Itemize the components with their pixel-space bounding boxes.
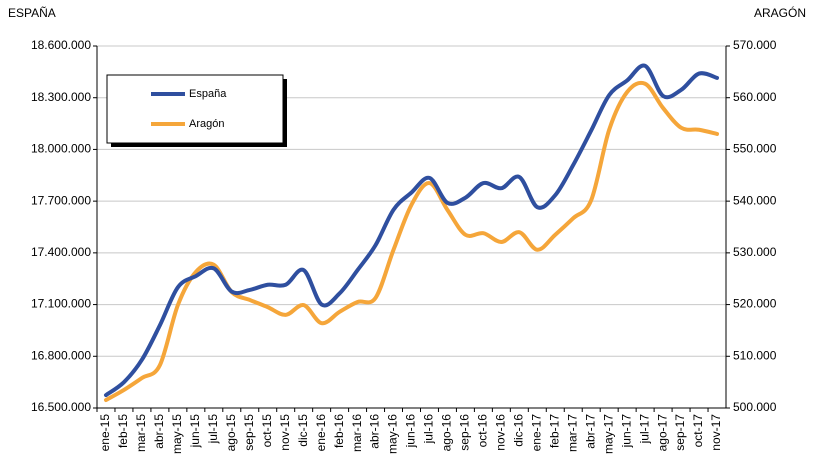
x-tick-label: ago-17 [655, 414, 669, 452]
x-tick-label: ago-15 [224, 414, 238, 452]
y2-tick-label: 530.000 [733, 245, 777, 259]
x-tick-label: mar-15 [134, 414, 148, 452]
y2-tick-label: 540.000 [733, 193, 777, 207]
y-tick-label: 16.500.000 [31, 400, 91, 414]
series-line [103, 63, 720, 398]
x-tick-label: dic-16 [512, 414, 526, 447]
x-tick-label: oct-15 [260, 414, 274, 448]
x-tick-label: oct-16 [476, 414, 490, 448]
x-tick-label: may-16 [386, 414, 400, 454]
y2-tick-label: 520.000 [733, 297, 777, 311]
series-line [103, 80, 720, 402]
x-tick-label: ene-16 [314, 414, 328, 452]
x-tick-label: abr-17 [583, 414, 597, 449]
y2-tick-label: 560.000 [733, 90, 777, 104]
y2-tick-label: 500.000 [733, 400, 777, 414]
y-tick-label: 18.600.000 [31, 38, 91, 52]
y-tick-label: 17.400.000 [31, 245, 91, 259]
x-tick-label: jun-15 [188, 414, 202, 449]
x-tick-label: ago-16 [440, 414, 454, 452]
legend-label: Aragón [189, 118, 224, 130]
y2-tick-label: 570.000 [733, 38, 777, 52]
x-tick-label: jul-15 [206, 414, 220, 445]
x-tick-label: jul-16 [422, 414, 436, 445]
x-tick-label: sep-15 [242, 414, 256, 451]
x-tick-label: sep-17 [673, 414, 687, 451]
x-tick-label: dic-15 [296, 414, 310, 447]
x-tick-label: jun-16 [404, 414, 418, 449]
x-tick-label: sep-16 [458, 414, 472, 451]
x-tick-label: oct-17 [691, 414, 705, 448]
legend [106, 74, 284, 144]
x-tick-label: may-15 [170, 414, 184, 454]
x-tick-label: feb-15 [116, 414, 130, 448]
y2-axis-title: ARAGÓN [754, 5, 806, 20]
x-tick-label: abr-16 [368, 414, 382, 449]
x-tick-label: mar-17 [565, 414, 579, 452]
x-tick-label: jul-17 [637, 414, 651, 445]
x-tick-label: nov-15 [278, 414, 292, 451]
y2-tick-label: 510.000 [733, 348, 777, 362]
y-axis-title: ESPAÑA [8, 6, 56, 20]
x-tick-label: jun-17 [619, 414, 633, 449]
x-tick-label: ene-17 [529, 414, 543, 452]
y-tick-label: 16.800.000 [31, 348, 91, 362]
x-tick-label: may-17 [601, 414, 615, 454]
x-tick-label: nov-16 [494, 414, 508, 451]
y-tick-label: 17.700.000 [31, 193, 91, 207]
y-tick-label: 18.300.000 [31, 90, 91, 104]
y2-tick-label: 550.000 [733, 142, 777, 156]
x-tick-label: ene-15 [98, 414, 112, 452]
x-tick-label: feb-17 [547, 414, 561, 448]
legend-label: España [189, 88, 227, 100]
x-tick-label: nov-17 [709, 414, 723, 451]
x-tick-label: mar-16 [350, 414, 364, 452]
y-tick-label: 17.100.000 [31, 297, 91, 311]
y-tick-label: 18.000.000 [31, 142, 91, 156]
x-tick-label: abr-15 [152, 414, 166, 449]
x-tick-label: feb-16 [332, 414, 346, 448]
